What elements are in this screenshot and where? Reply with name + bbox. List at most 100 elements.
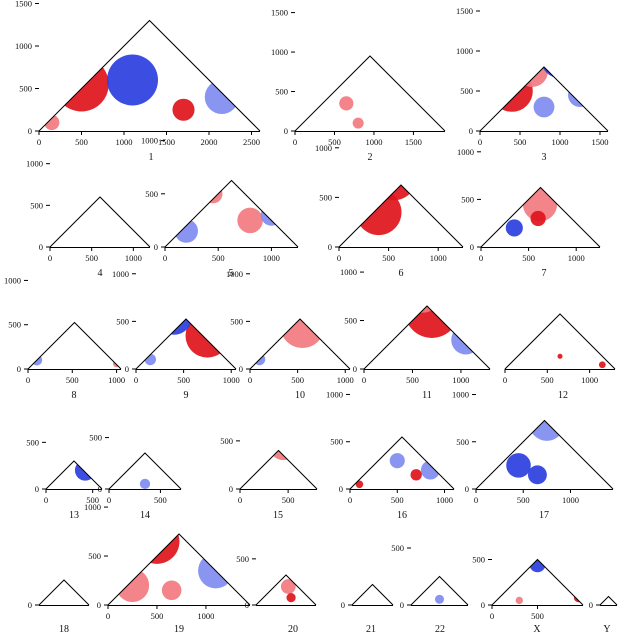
y-tick-label: 1000 — [456, 46, 473, 56]
panel-9-cells — [144, 319, 230, 366]
heat-blob — [506, 453, 531, 478]
x-tick-label: 0 — [26, 375, 30, 385]
panel-title: 19 — [174, 624, 184, 634]
heat-blob — [237, 207, 263, 234]
panel-title: X — [533, 624, 541, 634]
y-tick-label: 0 — [17, 364, 21, 374]
x-tick-label: 0 — [337, 253, 341, 263]
heat-blob — [410, 469, 422, 481]
triangle-outline — [239, 449, 318, 490]
x-tick-label: 500 — [212, 253, 225, 263]
triangle-outline — [294, 55, 446, 132]
y-tick-label: 0 — [469, 126, 473, 136]
x-tick-label: 1000 — [581, 375, 598, 385]
heat-blob — [172, 98, 195, 121]
y-tick-label: 0 — [97, 600, 101, 610]
heat-blob — [286, 593, 296, 603]
panel-6: 0 500 1000 0 500 1000 6 — [315, 143, 464, 279]
y-tick-label: 500 — [236, 554, 249, 564]
heat-blob — [339, 96, 354, 111]
heat-blob — [272, 427, 289, 444]
heat-blob — [361, 0, 378, 9]
panel-title: 18 — [59, 624, 69, 634]
panel-title: 15 — [273, 510, 283, 521]
panel-title: 20 — [288, 624, 298, 634]
y-tick-label: 1000 — [457, 147, 474, 157]
heat-blob — [280, 319, 325, 349]
x-tick-label: 0 — [293, 137, 297, 147]
heat-blob — [400, 306, 444, 313]
panel-2-cells — [327, 0, 378, 129]
panel-title: 1 — [149, 152, 154, 163]
y-tick-label: 0 — [28, 600, 32, 610]
x-tick-label: 1000 — [223, 375, 240, 385]
y-tick-label: 1000 — [112, 269, 129, 279]
y-tick-label: 0 — [98, 484, 102, 494]
heat-blob — [107, 54, 158, 106]
y-tick-label: 0 — [400, 600, 404, 610]
x-tick-label: 500 — [154, 495, 167, 505]
y-tick-label: 500 — [19, 84, 32, 94]
x-tick-label: 500 — [531, 611, 544, 621]
x-tick-label: 0 — [348, 495, 352, 505]
heat-blob — [355, 480, 364, 489]
panel-12-cells — [557, 353, 606, 369]
x-tick-label: 1000 — [452, 375, 469, 385]
triangle-outline — [27, 321, 122, 370]
panel-21: 0 21 — [341, 583, 394, 634]
y-tick-label: 0 — [35, 484, 39, 494]
y-tick-label: 500 — [88, 551, 101, 561]
heat-blob — [204, 80, 239, 114]
panel-title: 17 — [539, 510, 549, 521]
x-tick-label: 1000 — [197, 611, 214, 621]
triangle-outline — [410, 575, 469, 606]
x-tick-label: 0 — [44, 495, 48, 505]
y-tick-label: 500 — [319, 192, 332, 202]
y-tick-label: 0 — [284, 126, 288, 136]
panel-title: 6 — [399, 268, 404, 279]
heat-blob — [144, 353, 157, 366]
x-tick-label: 0 — [134, 375, 138, 385]
heat-blob — [280, 579, 296, 594]
y-tick-label: 500 — [456, 437, 469, 447]
x-tick-label: 500 — [382, 253, 395, 263]
triangle-outline — [108, 452, 182, 490]
x-tick-label: 500 — [541, 375, 554, 385]
panel-title: 8 — [72, 390, 77, 401]
panel-8: 0 500 1000 0 500 1000 8 — [4, 275, 125, 401]
triangle-outline — [164, 179, 299, 248]
heat-blob — [530, 210, 546, 227]
y-tick-label: 1000 — [326, 389, 343, 399]
heat-blob — [224, 133, 239, 148]
triangle-outline — [249, 318, 351, 370]
triangle-outline — [107, 533, 251, 606]
panel-title: 4 — [98, 268, 103, 279]
heat-blob — [527, 465, 547, 485]
x-tick-label: 500 — [522, 253, 535, 263]
heat-blob — [327, 68, 342, 83]
heat-blob — [533, 96, 555, 118]
panel-7-cells — [505, 187, 558, 237]
heat-blob — [557, 353, 563, 359]
panel-title: 22 — [435, 624, 445, 634]
y-tick-label: 1000 — [226, 269, 243, 279]
panel-title: 21 — [366, 624, 376, 634]
panel-13-cells — [74, 461, 96, 481]
panel-15: 0 500 0 500 15 — [220, 427, 318, 521]
x-tick-label: 500 — [328, 137, 341, 147]
heat-blob — [515, 596, 523, 605]
y-tick-label: 1500 — [271, 8, 288, 18]
y-tick-label: 0 — [589, 600, 593, 610]
heat-blob — [540, 67, 580, 79]
panel-16-cells — [355, 453, 440, 489]
heat-blob — [174, 219, 198, 243]
x-tick-label: 0 — [106, 611, 110, 621]
heat-blob — [203, 184, 223, 204]
panel-22: 0 500 22 — [391, 543, 469, 634]
panel-19-cells — [115, 534, 234, 603]
y-tick-label: 0 — [28, 126, 32, 136]
panel-4: 0 500 1000 0 500 1000 4 — [26, 159, 151, 279]
